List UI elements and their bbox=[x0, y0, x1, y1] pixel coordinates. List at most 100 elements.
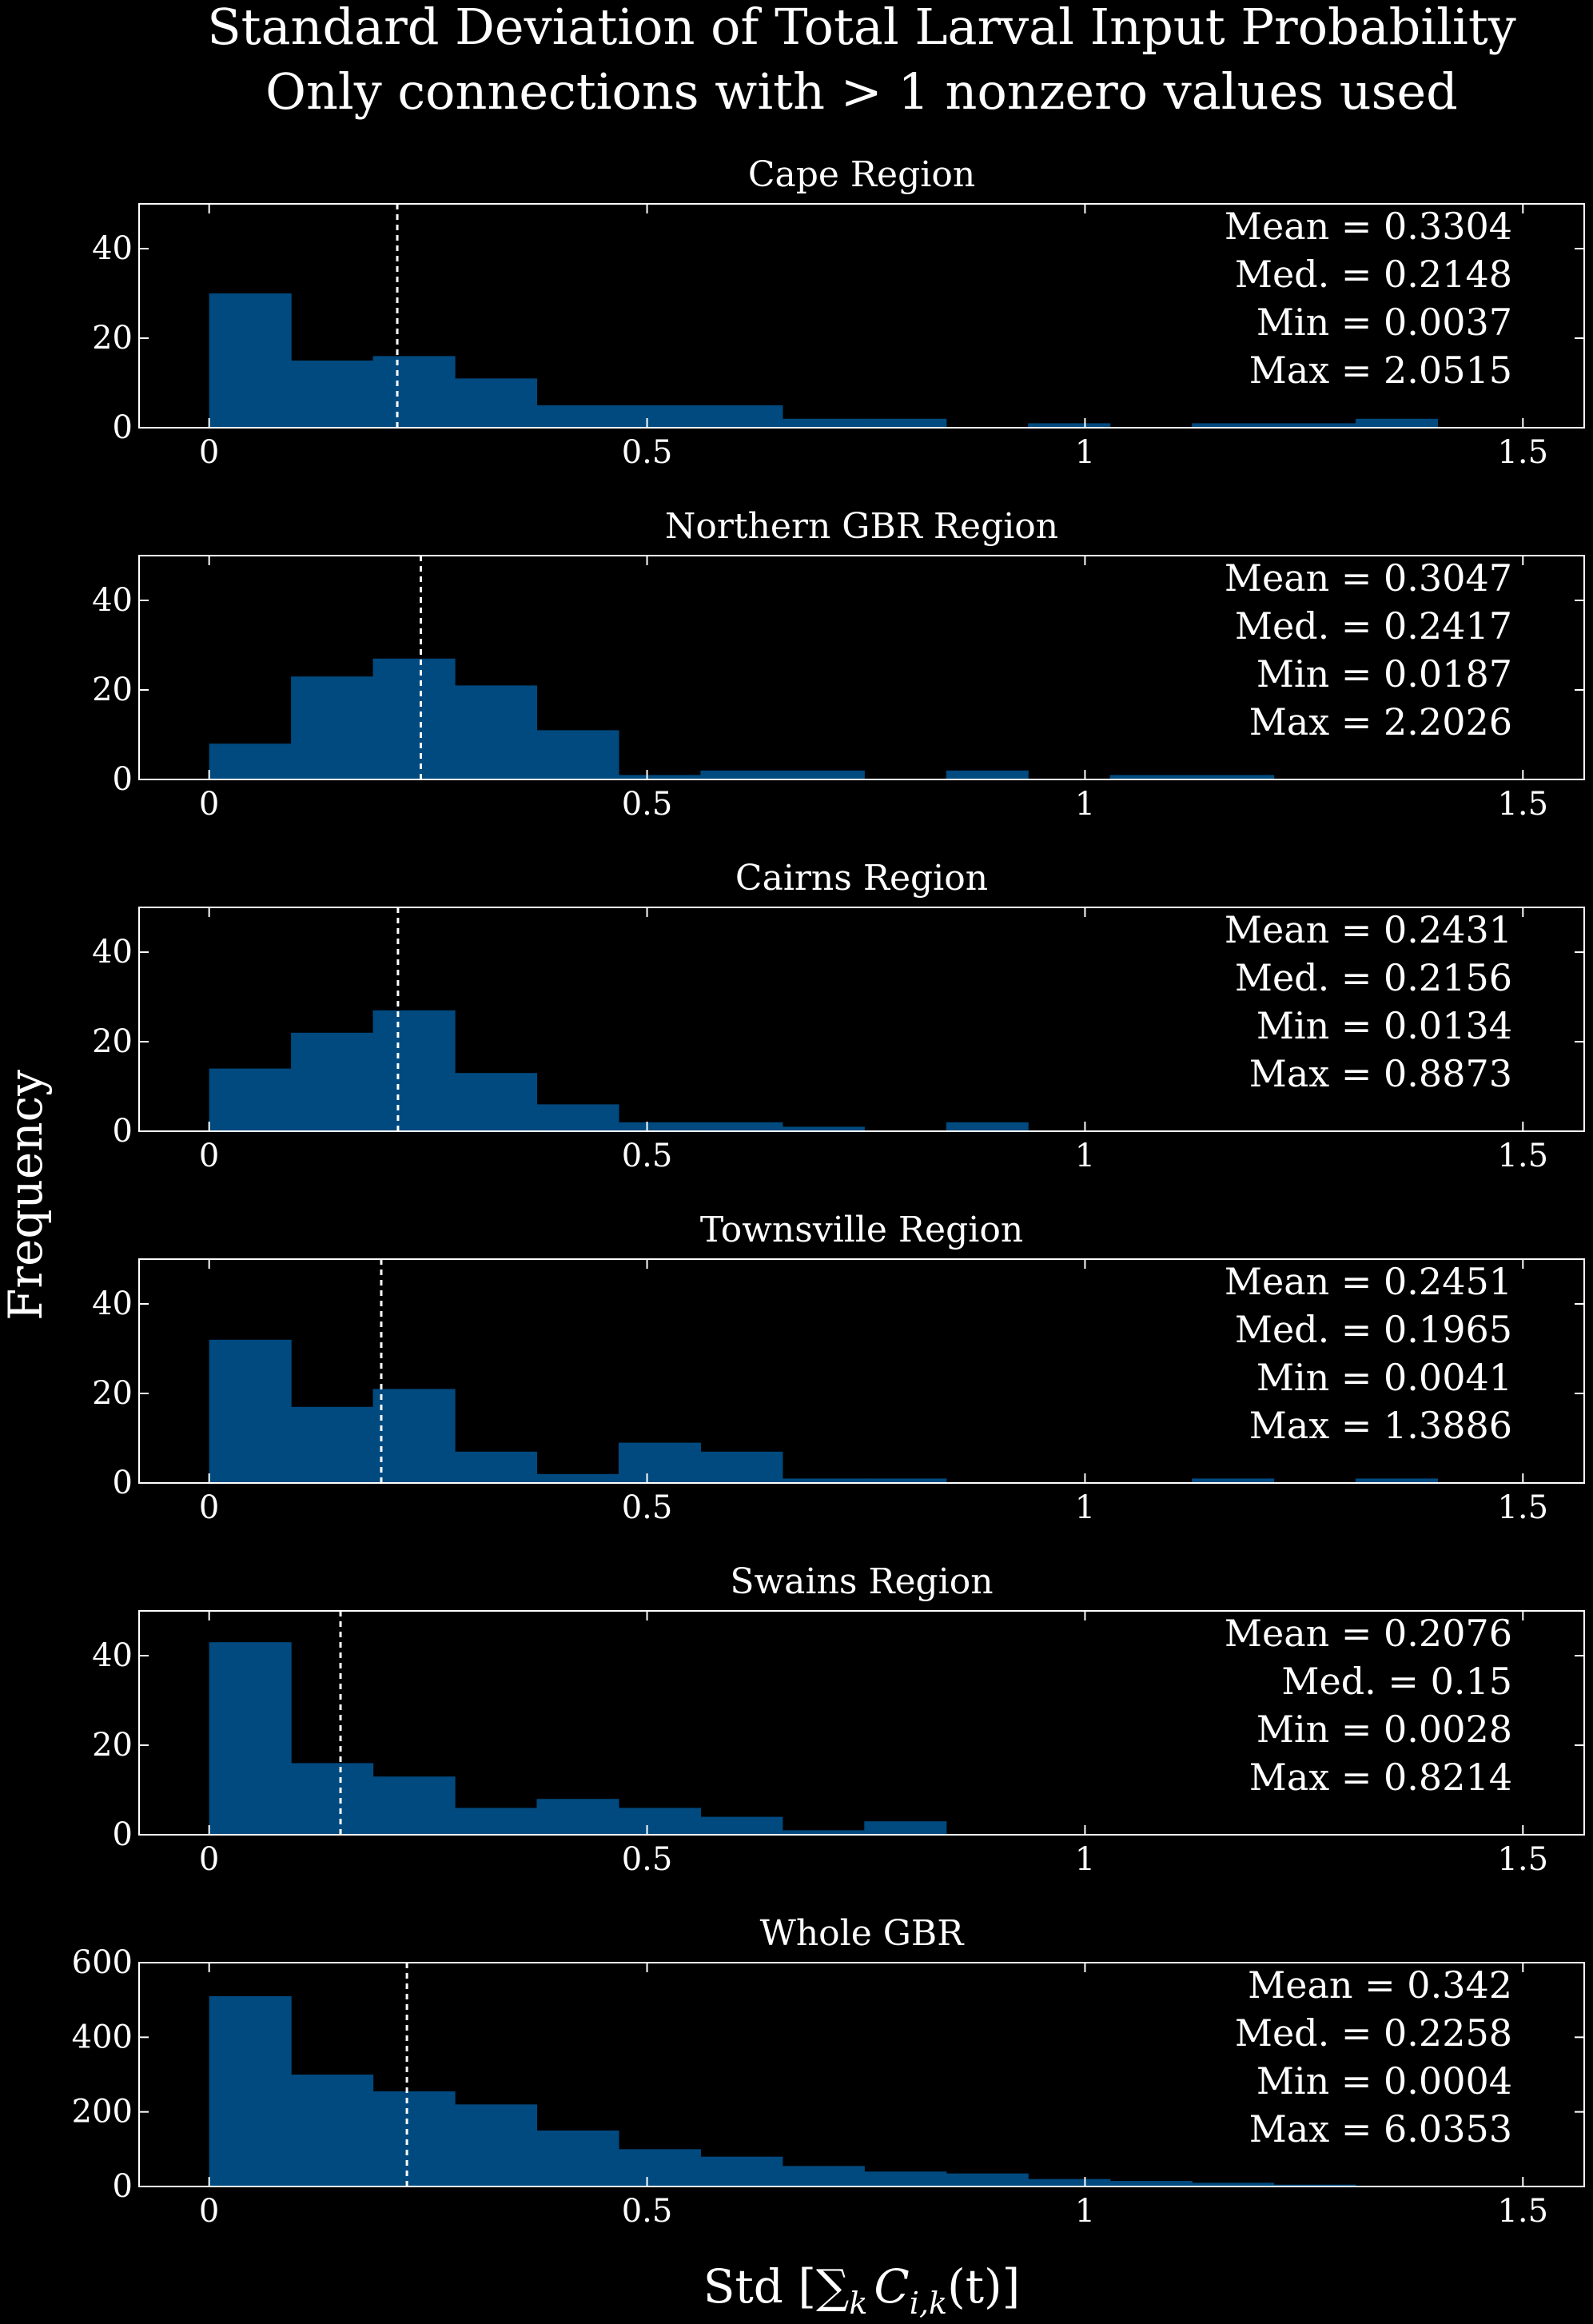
histogram-bar bbox=[700, 1451, 783, 1483]
x-axis-label-sub-ik: i,k bbox=[910, 2286, 947, 2321]
axes-frame bbox=[138, 907, 1585, 1132]
y-axis-label: Frequency bbox=[0, 1070, 53, 1321]
histogram-bar bbox=[1192, 2182, 1275, 2186]
stat-line: Max = 2.0515 bbox=[1249, 349, 1512, 392]
histogram-bar bbox=[455, 1073, 538, 1131]
histogram-bar bbox=[946, 1122, 1029, 1131]
axes-frame bbox=[138, 1610, 1585, 1836]
stat-line: Med. = 0.2156 bbox=[1235, 956, 1512, 999]
histogram-bar bbox=[700, 405, 783, 428]
x-tick-label: 1.5 bbox=[1497, 1138, 1548, 1174]
histogram-bar bbox=[291, 1406, 374, 1483]
stat-line: Mean = 0.2451 bbox=[1225, 1260, 1512, 1303]
x-tick-label: 1 bbox=[1075, 786, 1095, 823]
histogram-bar bbox=[782, 1126, 865, 1131]
stat-line: Med. = 0.2258 bbox=[1235, 2011, 1512, 2055]
x-tick-label: 0 bbox=[199, 1841, 219, 1878]
y-tick-label: 40 bbox=[92, 230, 133, 267]
histogram-bar bbox=[536, 1104, 619, 1131]
y-tick-label: 20 bbox=[92, 1375, 133, 1412]
y-tick-label: 0 bbox=[113, 1816, 133, 1853]
stat-line: Min = 0.0037 bbox=[1256, 301, 1512, 344]
x-axis-label-main: Std [ bbox=[703, 2259, 816, 2314]
histogram-bar bbox=[536, 405, 619, 428]
panel-title: Cairns Region bbox=[735, 858, 988, 899]
histogram-bar bbox=[864, 418, 947, 428]
histogram-bar bbox=[864, 1478, 947, 1483]
histogram-bar bbox=[372, 1389, 456, 1483]
histogram-bar bbox=[209, 1642, 292, 1835]
stat-line: Max = 2.2026 bbox=[1249, 700, 1512, 743]
y-tick-label: 20 bbox=[92, 1023, 133, 1060]
histogram-bar bbox=[536, 1799, 619, 1835]
histogram-bar bbox=[700, 1122, 783, 1131]
x-tick-label: 1.5 bbox=[1497, 1841, 1548, 1878]
histogram-bar bbox=[372, 356, 456, 428]
x-tick-label: 0.5 bbox=[622, 434, 673, 471]
stat-line: Mean = 0.342 bbox=[1248, 1963, 1512, 2007]
panel-3: 0 0.5 1 1.5 0 20 40 Townsville Region Mean = 0.2… bbox=[92, 1210, 1585, 1526]
x-tick-label: 0.5 bbox=[622, 1138, 673, 1174]
y-tick-label: 20 bbox=[92, 1727, 133, 1764]
x-tick-label: 0 bbox=[199, 434, 219, 471]
histogram-bar bbox=[1192, 1478, 1275, 1483]
x-tick-label: 1.5 bbox=[1497, 2193, 1548, 2230]
histogram-bar bbox=[291, 676, 374, 779]
histogram-bar bbox=[455, 378, 538, 428]
stat-line: Min = 0.0134 bbox=[1256, 1004, 1512, 1047]
figure-subtitle: Only connections with > 1 nonzero values… bbox=[265, 62, 1458, 121]
axes-frame bbox=[138, 1962, 1585, 2187]
panel-title: Whole GBR bbox=[760, 1913, 966, 1954]
histogram-bar bbox=[1028, 2179, 1111, 2186]
stat-line: Max = 0.8214 bbox=[1249, 1756, 1512, 1799]
stat-line: Min = 0.0028 bbox=[1256, 1708, 1512, 1751]
histogram-bar bbox=[618, 1442, 701, 1483]
axes-frame bbox=[138, 1258, 1585, 1484]
x-tick-label: 0 bbox=[199, 1138, 219, 1174]
histogram-bar bbox=[372, 2091, 456, 2186]
stat-line: Min = 0.0004 bbox=[1256, 2059, 1512, 2103]
y-tick-label: 0 bbox=[113, 761, 133, 798]
x-axis-label-sum: ∑ bbox=[816, 2259, 849, 2314]
histogram-bar bbox=[455, 1451, 538, 1483]
stat-line: Min = 0.0187 bbox=[1256, 652, 1512, 696]
x-tick-label: 1 bbox=[1075, 1841, 1095, 1878]
histogram-bar bbox=[618, 775, 701, 779]
y-tick-label: 200 bbox=[72, 2094, 133, 2131]
histogram-bar bbox=[1356, 1478, 1439, 1483]
histogram-bar bbox=[1028, 423, 1111, 428]
y-tick-label: 20 bbox=[92, 672, 133, 708]
x-tick-label: 1.5 bbox=[1497, 434, 1548, 471]
x-tick-label: 0.5 bbox=[622, 1841, 673, 1878]
x-tick-label: 0 bbox=[199, 2193, 219, 2230]
stat-line: Mean = 0.2431 bbox=[1225, 908, 1512, 951]
x-tick-label: 1 bbox=[1075, 2193, 1095, 2230]
histogram-bar bbox=[372, 658, 456, 779]
histogram-bar bbox=[1273, 2184, 1356, 2186]
panel-0: 0 0.5 1 1.5 0 20 40 Cape Region Mean = 0.3304 Med… bbox=[92, 154, 1585, 471]
histogram-bar bbox=[455, 1808, 538, 1835]
stat-line: Med. = 0.2148 bbox=[1235, 253, 1512, 296]
histogram-bar bbox=[209, 743, 292, 779]
y-tick-label: 20 bbox=[92, 320, 133, 357]
histogram-bar bbox=[864, 2171, 947, 2186]
histogram-bar bbox=[209, 1339, 292, 1483]
x-tick-label: 0 bbox=[199, 1489, 219, 1526]
histogram-bar bbox=[291, 361, 374, 428]
stat-line: Max = 6.0353 bbox=[1249, 2107, 1512, 2151]
histogram-bar bbox=[536, 2131, 619, 2186]
figure-title: Standard Deviation of Total Larval Input… bbox=[207, 0, 1516, 56]
histogram-bar bbox=[291, 1763, 374, 1835]
histogram-bar bbox=[946, 2173, 1029, 2186]
histogram-bar bbox=[618, 405, 701, 428]
stat-line: Med. = 0.15 bbox=[1281, 1660, 1512, 1703]
histogram-bar bbox=[700, 1816, 783, 1835]
histogram-bar bbox=[1109, 2181, 1193, 2186]
histogram-bar bbox=[864, 1821, 947, 1835]
histogram-bar bbox=[700, 770, 783, 779]
histogram-bar bbox=[782, 2166, 865, 2186]
x-axis-label-sub-k: k bbox=[849, 2286, 867, 2321]
y-tick-label: 0 bbox=[113, 409, 133, 446]
y-tick-label: 0 bbox=[113, 2168, 133, 2205]
histogram-bar bbox=[618, 1808, 701, 1835]
